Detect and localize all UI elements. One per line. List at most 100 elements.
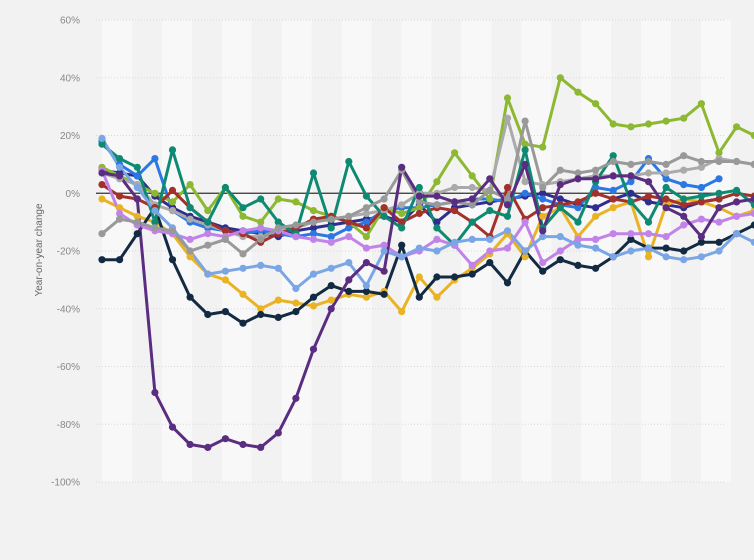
data-point: [609, 186, 617, 194]
data-point: [662, 233, 670, 241]
data-point: [257, 310, 265, 319]
data-point: [345, 224, 353, 232]
data-point: [362, 287, 370, 295]
data-point: [574, 175, 582, 183]
data-point: [204, 230, 212, 238]
data-point: [539, 189, 547, 197]
data-point: [398, 209, 406, 218]
data-point: [362, 233, 370, 241]
data-point: [309, 224, 318, 232]
data-point: [627, 160, 635, 168]
data-point: [345, 157, 353, 166]
data-point: [168, 146, 177, 154]
data-point: [715, 247, 723, 255]
data-point: [733, 123, 741, 131]
data-point: [257, 235, 265, 243]
data-point: [644, 230, 653, 238]
data-point: [503, 183, 512, 192]
data-point: [309, 207, 318, 215]
data-point: [274, 429, 282, 437]
data-point: [204, 207, 212, 215]
data-point: [309, 293, 318, 301]
data-point: [292, 233, 300, 241]
data-point: [398, 201, 406, 209]
data-point: [398, 308, 406, 316]
data-point: [574, 261, 582, 269]
data-point: [733, 212, 741, 220]
data-point: [151, 224, 159, 232]
data-point: [451, 207, 459, 215]
data-point: [503, 94, 512, 102]
data-point: [486, 247, 494, 255]
data-point: [574, 88, 582, 96]
data-point: [168, 186, 177, 194]
data-point: [221, 183, 229, 192]
data-point: [345, 233, 353, 241]
data-point: [503, 114, 512, 122]
y-tick-label: -40%: [57, 304, 80, 315]
data-point: [380, 290, 388, 298]
data-point: [151, 155, 159, 163]
data-point: [468, 201, 476, 209]
data-point: [644, 157, 653, 166]
data-point: [662, 175, 670, 183]
data-point: [151, 388, 159, 397]
data-point: [715, 157, 723, 166]
data-point: [539, 233, 547, 241]
data-point: [221, 267, 229, 275]
data-point: [116, 192, 124, 200]
data-point: [539, 195, 547, 203]
data-point: [680, 114, 688, 122]
data-point: [733, 157, 741, 166]
data-point: [133, 183, 141, 192]
data-point: [644, 244, 653, 252]
data-point: [133, 230, 141, 238]
data-point: [168, 227, 177, 235]
data-point: [362, 218, 370, 226]
data-point: [697, 183, 706, 192]
data-point: [609, 195, 617, 203]
data-point: [697, 233, 706, 241]
data-point: [468, 270, 476, 278]
data-point: [539, 259, 547, 267]
data-point: [750, 160, 754, 168]
data-point: [592, 175, 600, 183]
data-point: [521, 189, 529, 197]
y-axis-title: Year-on-year change: [34, 203, 45, 296]
data-point: [309, 235, 318, 243]
data-point: [556, 74, 564, 82]
data-point: [433, 192, 441, 200]
data-point: [345, 212, 353, 220]
data-point: [398, 241, 406, 249]
column-band: [281, 20, 312, 482]
data-point: [186, 253, 194, 261]
data-point: [592, 212, 600, 220]
data-point: [415, 183, 423, 192]
data-point: [116, 155, 124, 163]
data-point: [433, 224, 441, 232]
data-point: [380, 212, 388, 220]
data-point: [627, 247, 635, 255]
data-point: [239, 264, 247, 272]
data-point: [221, 435, 229, 443]
data-point: [345, 276, 353, 284]
data-point: [204, 218, 212, 226]
data-point: [116, 204, 124, 212]
data-point: [750, 238, 754, 246]
data-point: [486, 175, 494, 183]
data-point: [133, 218, 141, 226]
data-point: [309, 302, 318, 310]
data-point: [468, 195, 476, 203]
data-point: [715, 218, 723, 226]
data-point: [151, 189, 159, 197]
data-point: [292, 394, 300, 402]
data-point: [98, 230, 106, 238]
data-point: [556, 166, 564, 174]
data-point: [556, 204, 564, 212]
data-point: [362, 293, 370, 301]
data-point: [239, 204, 247, 212]
data-point: [539, 143, 547, 151]
data-point: [556, 233, 564, 241]
data-point: [168, 198, 177, 206]
data-point: [609, 152, 617, 160]
